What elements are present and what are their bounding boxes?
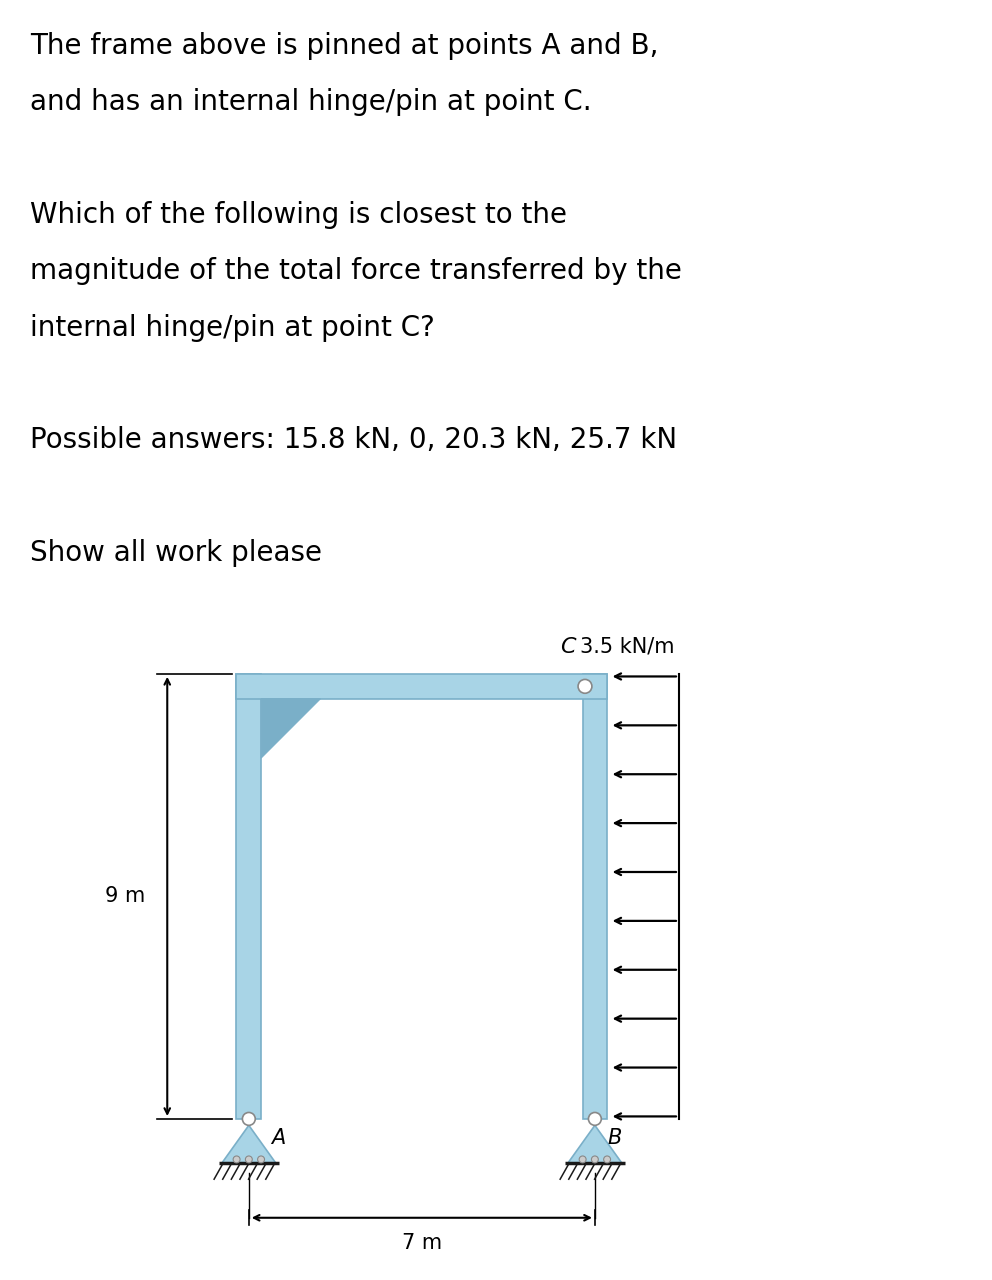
Circle shape: [579, 1156, 586, 1164]
Text: internal hinge/pin at point C?: internal hinge/pin at point C?: [30, 314, 434, 342]
Polygon shape: [567, 1125, 622, 1164]
Text: 9 m: 9 m: [105, 887, 145, 906]
Text: The frame above is pinned at points A and B,: The frame above is pinned at points A an…: [30, 32, 659, 60]
Circle shape: [604, 1156, 610, 1164]
Circle shape: [591, 1156, 598, 1164]
Text: $C$: $C$: [560, 636, 577, 657]
Text: 7 m: 7 m: [402, 1233, 441, 1253]
Bar: [582, 675, 607, 1119]
Circle shape: [245, 1156, 252, 1164]
Text: Possible answers: 15.8 kN, 0, 20.3 kN, 25.7 kN: Possible answers: 15.8 kN, 0, 20.3 kN, 2…: [30, 426, 677, 454]
Text: and has an internal hinge/pin at point C.: and has an internal hinge/pin at point C…: [30, 88, 591, 116]
Circle shape: [588, 1112, 601, 1125]
Text: magnitude of the total force transferred by the: magnitude of the total force transferred…: [30, 257, 682, 285]
Text: Which of the following is closest to the: Which of the following is closest to the: [30, 201, 566, 229]
Circle shape: [242, 1112, 255, 1125]
Bar: [236, 675, 607, 699]
Circle shape: [258, 1156, 265, 1164]
Circle shape: [233, 1156, 240, 1164]
Text: 3.5 kN/m: 3.5 kN/m: [580, 636, 675, 657]
Text: Show all work please: Show all work please: [30, 539, 321, 567]
Text: A: A: [271, 1128, 286, 1148]
Bar: [236, 675, 261, 1119]
Circle shape: [578, 680, 592, 694]
Polygon shape: [221, 1125, 276, 1164]
Text: B: B: [607, 1128, 622, 1148]
Polygon shape: [261, 699, 320, 758]
